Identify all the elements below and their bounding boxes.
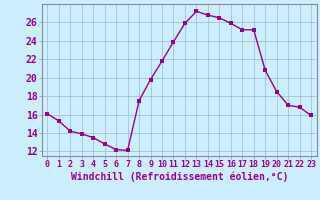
X-axis label: Windchill (Refroidissement éolien,°C): Windchill (Refroidissement éolien,°C) [70,172,288,182]
